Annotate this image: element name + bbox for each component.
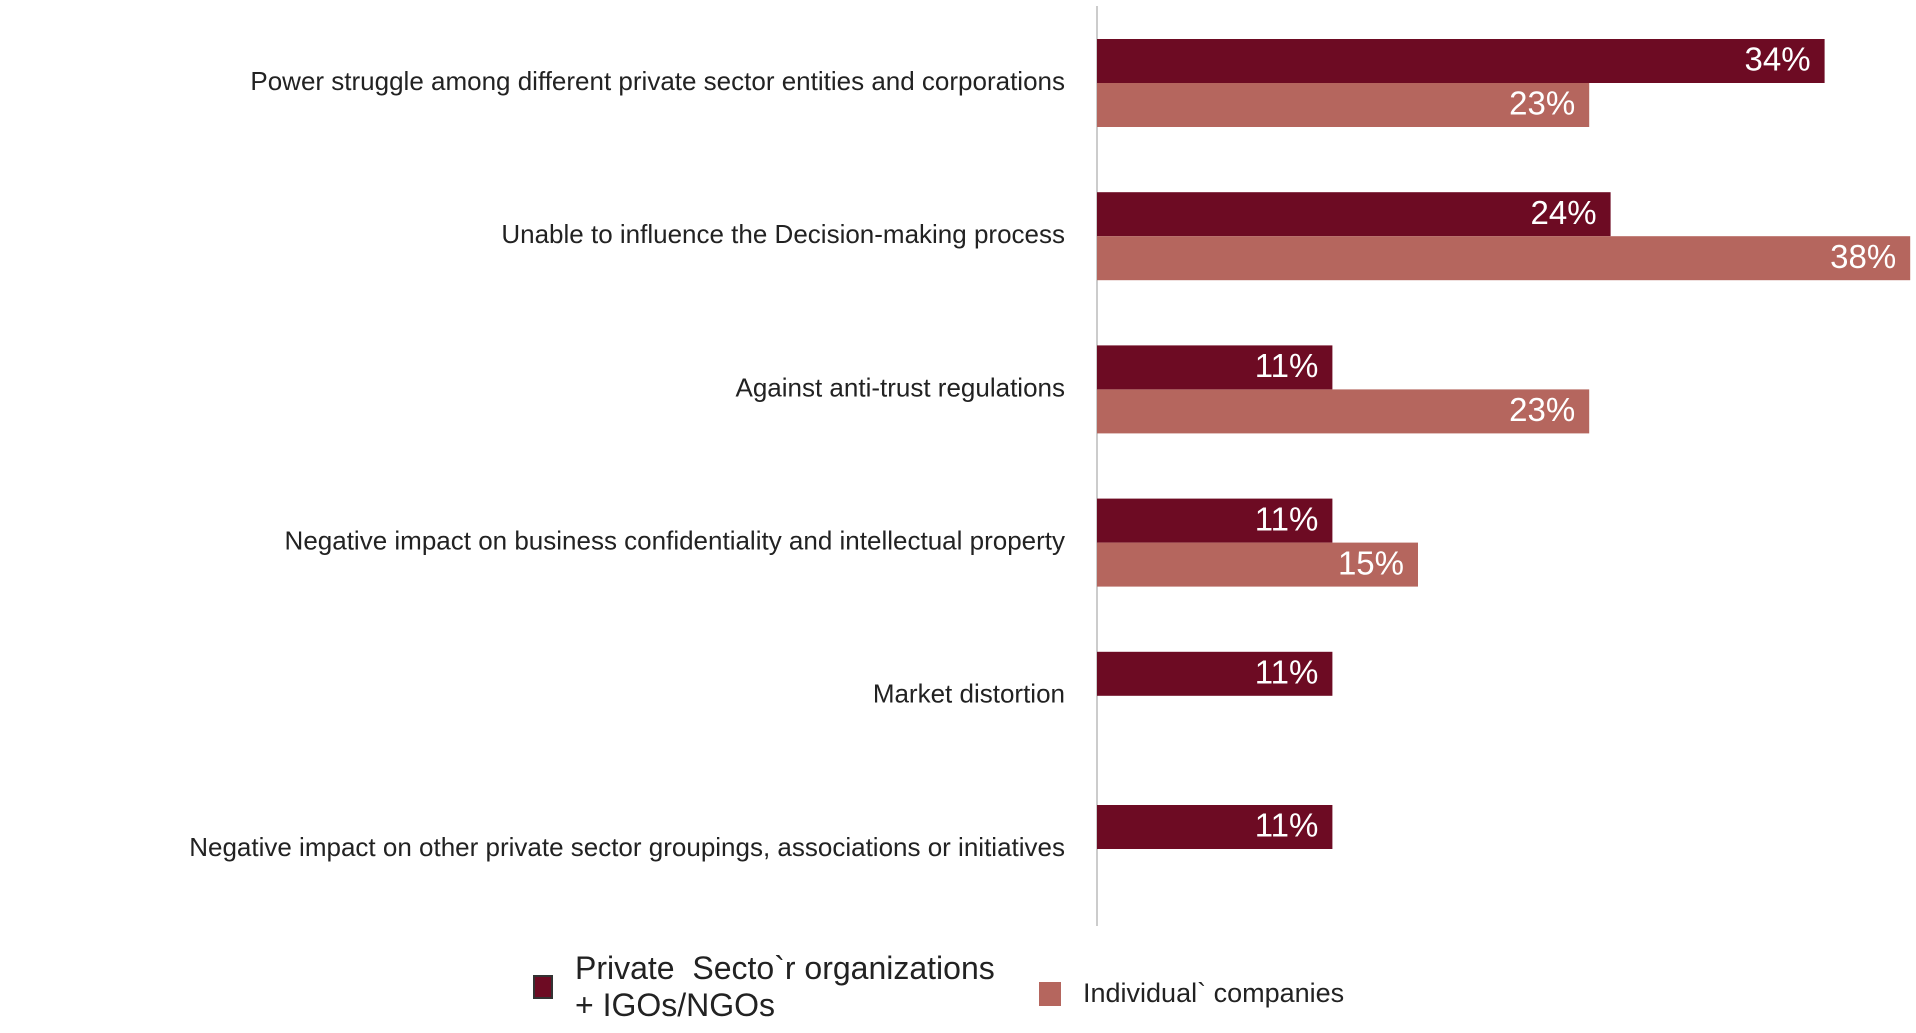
category-label: Negative impact on other private sector …: [189, 832, 1065, 862]
legend-label: Individual` companies: [1083, 978, 1345, 1008]
legend-swatch: [533, 974, 553, 999]
value-label: 11%: [1255, 347, 1319, 384]
bar: [1097, 805, 1333, 849]
category-label: Unable to influence the Decision-making …: [501, 219, 1065, 249]
category-label: Against anti-trust regulations: [735, 372, 1065, 402]
value-label: 15%: [1338, 544, 1404, 581]
value-label: 11%: [1255, 807, 1319, 844]
value-label: 11%: [1255, 500, 1319, 537]
bar: [1097, 83, 1590, 127]
bar: [1097, 236, 1911, 281]
bar: [1097, 651, 1333, 696]
legend-label: Private Secto`r organizations + IGOs/NGO…: [575, 950, 1004, 1023]
legend-item: Individual` companies: [1039, 978, 1344, 1009]
legend-item: Private Secto`r organizations + IGOs/NGO…: [533, 950, 1015, 1024]
value-label: 23%: [1509, 85, 1575, 122]
bar: [1097, 389, 1590, 434]
category-label: Market distortion: [873, 679, 1065, 709]
value-label: 38%: [1830, 238, 1896, 275]
value-label: 23%: [1509, 391, 1575, 428]
legend-swatch: [1039, 981, 1061, 1006]
category-label: Negative impact on business confidential…: [285, 525, 1065, 555]
bar: [1097, 192, 1611, 237]
bar: [1097, 498, 1333, 543]
value-label: 24%: [1531, 194, 1597, 231]
bar: [1097, 542, 1418, 587]
bar: [1097, 39, 1825, 83]
category-label: Power struggle among different private s…: [250, 66, 1065, 96]
value-label: 11%: [1255, 654, 1319, 691]
bar: [1097, 345, 1333, 390]
value-label: 34%: [1745, 41, 1811, 78]
